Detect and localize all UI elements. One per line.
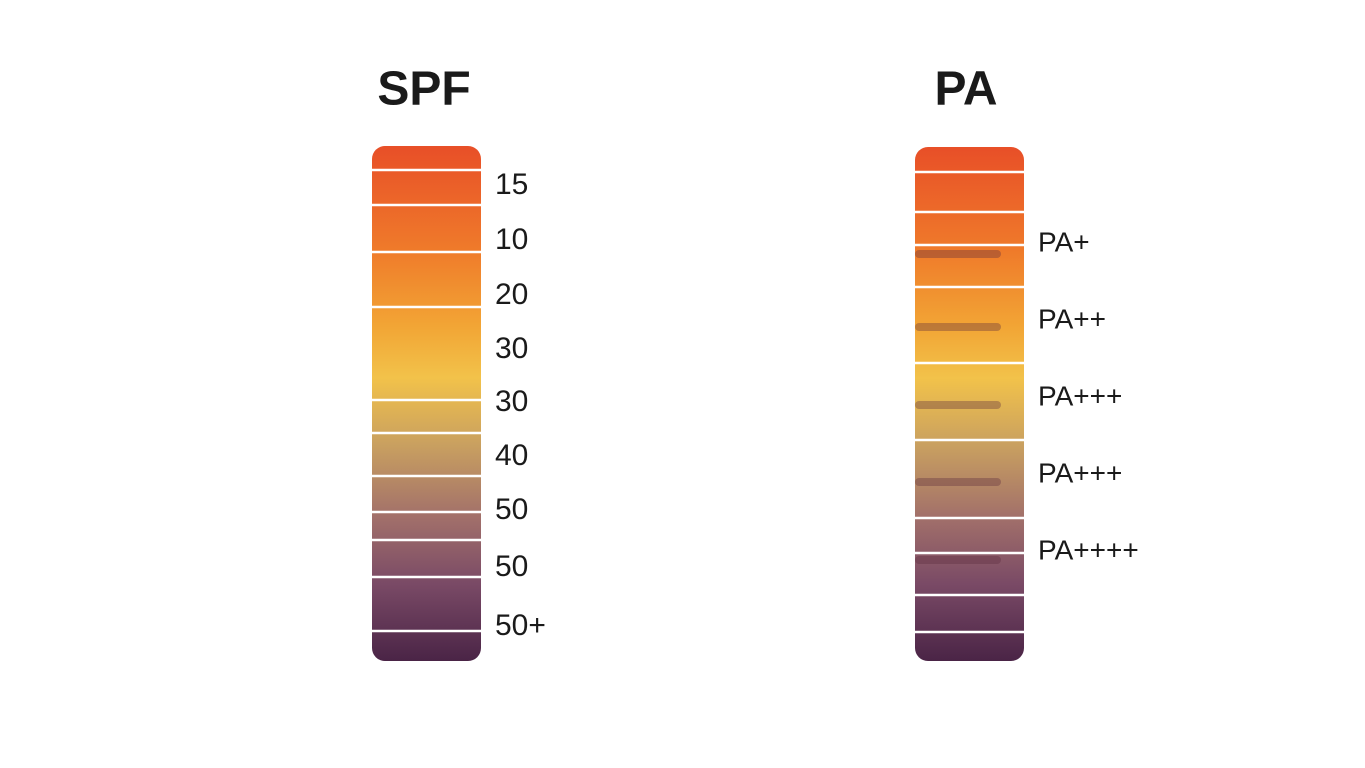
pa-label: PA++++: [1038, 534, 1139, 565]
pa-label: PA+++: [1038, 380, 1122, 411]
spf-label: 20: [495, 278, 528, 311]
tab: [915, 250, 1001, 258]
pa-label: PA+: [1038, 226, 1090, 257]
spf-label: 30: [495, 385, 528, 418]
pa-label: PA+++: [1038, 457, 1122, 488]
spf-label: 30: [495, 332, 528, 365]
spf-label: 40: [495, 439, 528, 472]
spf-title: SPF: [377, 63, 470, 116]
pa-scale-bar: [915, 147, 1024, 661]
spf-scale-bar: [372, 146, 481, 661]
spf-label: 15: [495, 168, 528, 201]
spf-label: 50: [495, 493, 528, 526]
spf-label: 10: [495, 223, 528, 256]
spf-label: 50+: [495, 609, 546, 642]
tab: [915, 478, 1001, 486]
tab: [915, 323, 1001, 331]
pa-label: PA++: [1038, 303, 1106, 334]
scale-dividers: [372, 168, 1024, 634]
tab: [915, 556, 1001, 564]
pa-title: PA: [934, 63, 997, 116]
scale-labels: 15 10 20 30 30 40 50 50 50+ PA+ PA++ PA+++ PA+++ PA++…: [495, 168, 1139, 642]
spf-label: 50: [495, 550, 528, 583]
tab: [915, 401, 1001, 409]
